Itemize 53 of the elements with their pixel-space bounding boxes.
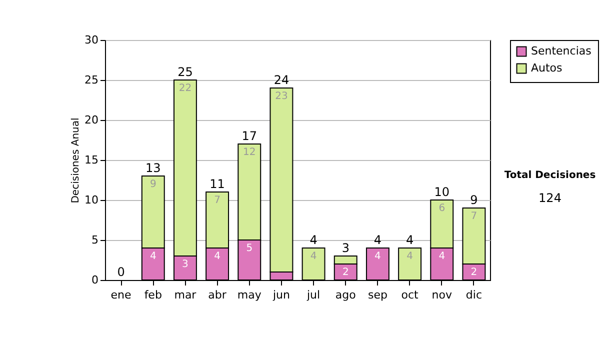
- data-label: 22: [178, 83, 192, 94]
- total-label: 24: [274, 73, 290, 87]
- x-tick-label: oct: [401, 288, 420, 302]
- data-label: 12: [243, 147, 256, 158]
- data-label: 3: [182, 259, 188, 270]
- x-tick-label: mar: [174, 288, 197, 302]
- data-label: 6: [438, 203, 446, 214]
- total-label: 17: [242, 129, 258, 143]
- data-label: 2: [470, 267, 478, 278]
- data-label: 7: [470, 211, 478, 222]
- total-label: 11: [210, 177, 225, 191]
- total-label: 4: [406, 233, 414, 247]
- data-label: 4: [150, 251, 156, 262]
- y-tick-label: 10: [84, 194, 98, 206]
- y-tick-label: 0: [92, 274, 98, 286]
- data-label: 5: [246, 243, 253, 254]
- data-label: 4: [438, 251, 446, 262]
- x-tick-label: abr: [208, 288, 227, 302]
- total-label: 13: [145, 161, 161, 175]
- x-tick-label: jun: [272, 288, 290, 302]
- y-tick-label: 15: [84, 154, 98, 166]
- total-label: 0: [117, 265, 125, 279]
- y-tick-label: 5: [92, 234, 98, 246]
- total-label: 4: [374, 233, 382, 247]
- data-label: 9: [150, 179, 156, 190]
- data-label: 4: [310, 251, 317, 262]
- y-axis-title: Decisiones Anual: [70, 118, 82, 204]
- data-label: 7: [214, 195, 220, 206]
- legend-label: Autos: [531, 62, 563, 74]
- data-label: 4: [214, 251, 220, 262]
- x-tick-label: dic: [466, 288, 482, 302]
- total-label: 25: [178, 65, 193, 79]
- total-label: 10: [434, 185, 450, 199]
- x-tick-label: sep: [368, 288, 388, 302]
- x-tick-label: feb: [144, 288, 162, 302]
- total-label: 4: [310, 233, 318, 247]
- legend-label: Sentencias: [531, 44, 592, 58]
- y-tick-label: 25: [84, 74, 98, 86]
- x-tick-label: ene: [110, 288, 132, 302]
- y-tick-label: 30: [84, 34, 98, 46]
- text: 124: [538, 191, 562, 205]
- y-tick-label: 20: [84, 114, 98, 126]
- x-tick-label: may: [237, 288, 262, 302]
- data-label: 23: [275, 91, 288, 102]
- total-label: 3: [342, 241, 350, 255]
- data-label: 4: [374, 251, 381, 262]
- x-tick-label: nov: [432, 288, 452, 302]
- x-tick-label: ago: [335, 288, 356, 302]
- text: Total Decisiones: [503, 170, 597, 181]
- total-label: 9: [470, 193, 478, 207]
- data-label: 4: [406, 251, 413, 262]
- data-label: 2: [342, 267, 349, 278]
- x-tick-label: jul: [306, 288, 320, 302]
